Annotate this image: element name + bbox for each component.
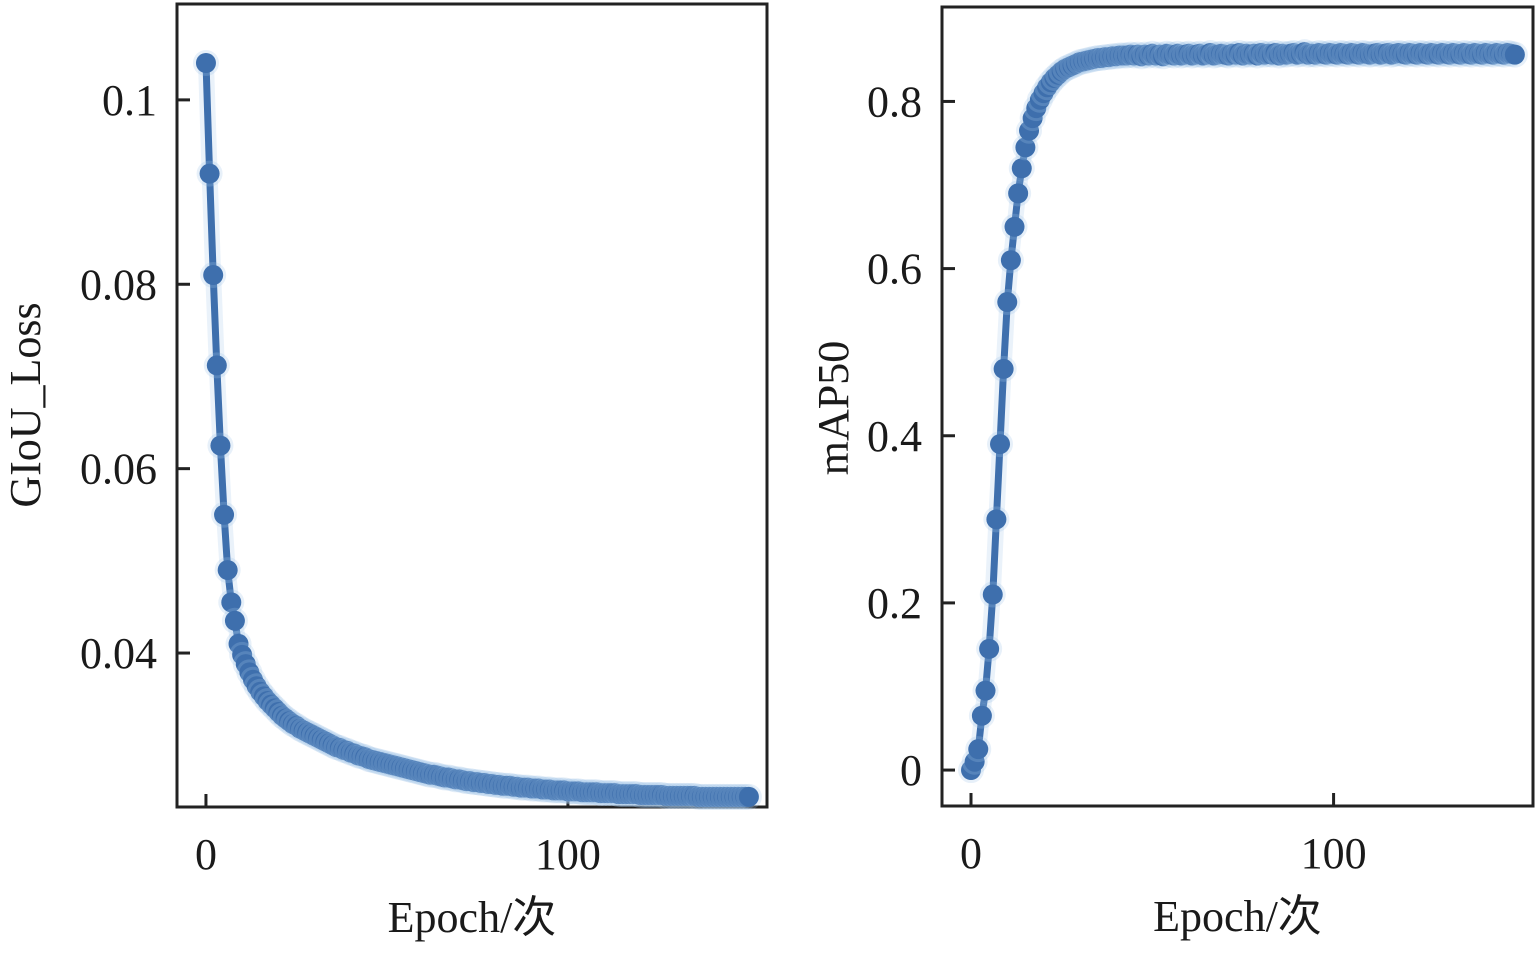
y-tick-label: 0.08 <box>80 260 157 309</box>
y-tick-label: 0.6 <box>867 245 922 294</box>
map50-data-point <box>1015 137 1036 158</box>
giou-data-point <box>738 786 759 807</box>
plot-frame <box>940 5 1535 808</box>
giou-loss-panel: 0.04 0.06 0.08 0.1 0 100 Epoch/次 GIoU_Loss <box>1 2 769 942</box>
x-tick-label: 0 <box>195 830 217 879</box>
giou-data-point <box>224 610 245 631</box>
y-tick-label: 0.8 <box>867 77 922 126</box>
map50-data-point <box>979 638 1000 659</box>
map50-data-point <box>1000 250 1021 271</box>
map50-series-halo <box>963 44 1523 779</box>
giou-data-point <box>221 592 242 613</box>
map50-data-point <box>968 739 989 760</box>
map50-series-line <box>967 48 1519 774</box>
giou-data-point <box>206 355 227 376</box>
giou-series-halo <box>198 55 757 805</box>
y-tick-label: 0.04 <box>80 629 157 678</box>
map50-data-point <box>986 509 1007 530</box>
map50-data-point <box>1008 183 1029 204</box>
y-tick-label: 0.06 <box>80 445 157 494</box>
y-tick-label: 0.4 <box>867 412 922 461</box>
y-tick-label: 0.1 <box>102 76 157 125</box>
x-tick-label: 100 <box>1301 829 1367 878</box>
y-axis-label: GIoU_Loss <box>1 302 50 507</box>
x-axis-label: Epoch/次 <box>388 893 557 942</box>
map50-data-point <box>993 358 1014 379</box>
map50-data-point <box>1504 44 1525 65</box>
map50-data-point <box>971 705 992 726</box>
y-tick-label: 0 <box>900 746 922 795</box>
giou-data-point <box>203 265 224 286</box>
giou-data-point <box>195 53 216 74</box>
plot-frame <box>175 2 769 809</box>
map50-data-point <box>990 434 1011 455</box>
giou-data-point <box>199 163 220 184</box>
giou-data-point <box>210 435 231 456</box>
x-tick-label: 0 <box>960 829 982 878</box>
map50-data-point <box>982 584 1003 605</box>
giou-data-point <box>217 560 238 581</box>
map50-panel: 0 0.2 0.4 0.6 0.8 0 100 Epoch/次 mAP50 <box>809 5 1535 941</box>
x-tick-label: 100 <box>535 830 601 879</box>
map50-data-point <box>975 680 996 701</box>
map50-data-point <box>1011 158 1032 179</box>
map50-data-point <box>1004 216 1025 237</box>
giou-data-point <box>214 504 235 525</box>
map50-data-point <box>997 292 1018 313</box>
y-axis-label: mAP50 <box>809 341 858 475</box>
x-axis-label: Epoch/次 <box>1153 892 1322 941</box>
giou-series-line <box>202 59 753 801</box>
y-tick-label: 0.2 <box>867 579 922 628</box>
